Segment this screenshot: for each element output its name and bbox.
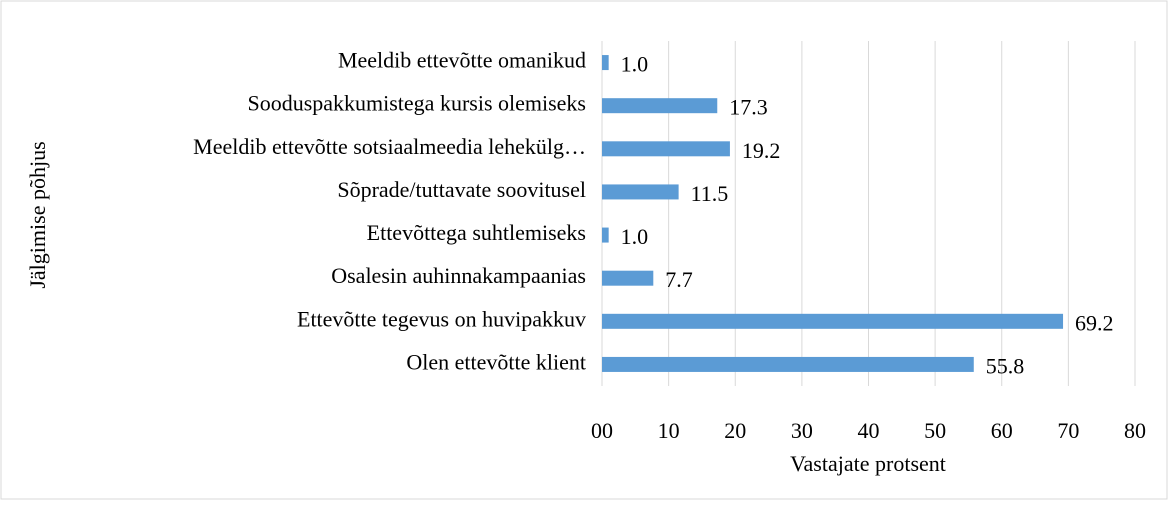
y-axis-label: Jälgimise põhjus: [25, 141, 50, 288]
value-label: 7.7: [665, 267, 693, 292]
y-tick-label: Ettevõtte tegevus on huvipakkuv: [297, 306, 586, 331]
value-label: 17.3: [729, 95, 768, 120]
x-tick-label: 60: [991, 418, 1013, 443]
y-tick-label: Meeldib ettevõtte sotsiaalmeedia lehekül…: [193, 134, 586, 159]
x-tick-label: 30: [791, 418, 813, 443]
bar: [602, 313, 1064, 329]
x-tick-label: 10: [658, 418, 680, 443]
y-tick-label: Osalesin auhinnakampaanias: [331, 263, 586, 288]
y-tick-label: Sõprade/tuttavate soovitusel: [337, 177, 586, 202]
bar: [602, 98, 718, 114]
bar: [602, 227, 609, 243]
bar: [602, 141, 730, 157]
bar: [602, 270, 654, 286]
value-label: 1.0: [621, 224, 649, 249]
bar: [602, 356, 974, 372]
value-label: 19.2: [742, 138, 781, 163]
value-label: 69.2: [1075, 310, 1114, 335]
x-tick-label: 70: [1057, 418, 1079, 443]
value-label: 55.8: [986, 353, 1025, 378]
x-tick-label: 20: [724, 418, 746, 443]
x-axis-label: Vastajate protsent: [790, 451, 946, 476]
y-tick-label: Sooduspakkumistega kursis olemiseks: [247, 91, 586, 116]
value-label: 1.0: [621, 52, 649, 77]
y-tick-label: Olen ettevõtte klient: [406, 349, 586, 374]
x-tick-label: 00: [591, 418, 613, 443]
x-tick-label: 40: [858, 418, 880, 443]
bar: [602, 55, 609, 71]
y-tick-label: Ettevõttega suhtlemiseks: [367, 220, 586, 245]
bar: [602, 184, 679, 200]
y-tick-label: Meeldib ettevõtte omanikud: [338, 48, 586, 73]
value-label: 11.5: [691, 181, 729, 206]
x-tick-label: 80: [1124, 418, 1146, 443]
x-tick-label: 50: [924, 418, 946, 443]
